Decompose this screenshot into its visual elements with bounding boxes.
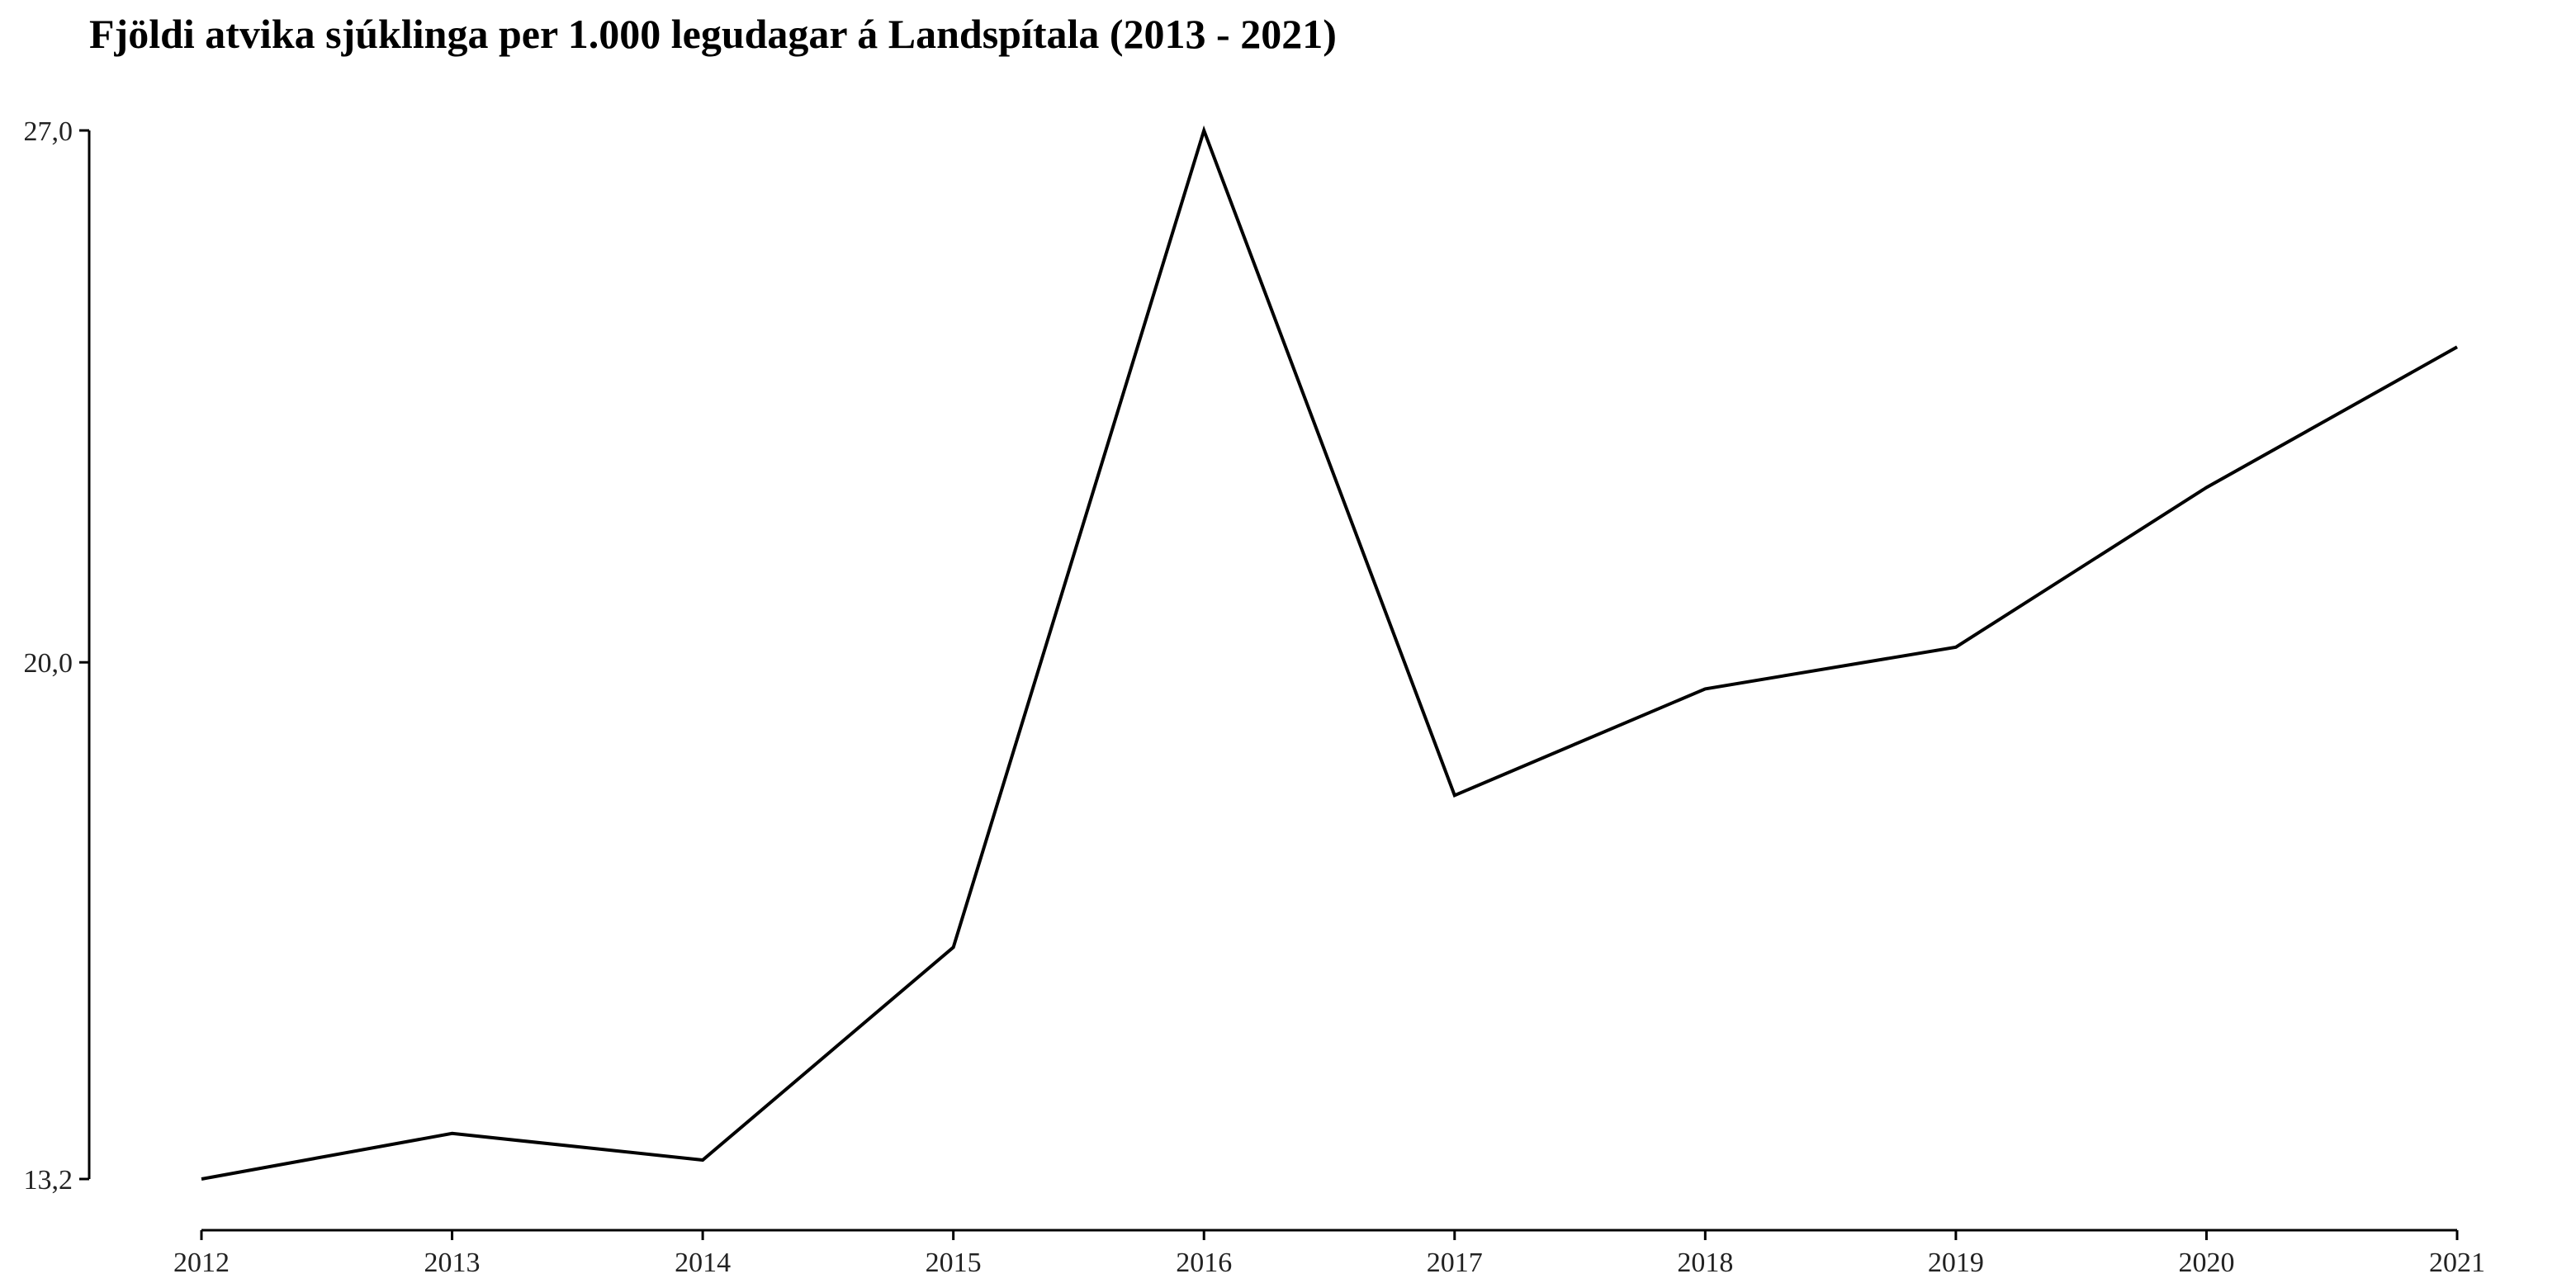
series-group <box>201 125 2458 1181</box>
series-line <box>201 125 2458 1181</box>
x-tick-label: 2019 <box>1928 1248 1984 1278</box>
x-tick-label: 2013 <box>424 1248 481 1278</box>
x-tick-label: 2012 <box>173 1248 230 1278</box>
x-tick-label: 2018 <box>1677 1248 1733 1278</box>
x-tick-label: 2015 <box>926 1248 982 1278</box>
x-axis-ticks: 2012 2013 2014 2015 2016 2017 2018 2019 2020 2021 <box>173 1230 2485 1278</box>
x-tick-label: 2017 <box>1427 1248 1483 1278</box>
x-tick-label: 2014 <box>675 1248 731 1278</box>
y-tick-label: 20,0 <box>24 648 73 679</box>
chart-title: Fjöldi atvika sjúklinga per 1.000 leguda… <box>89 11 1337 57</box>
y-tick-label: 13,2 <box>24 1165 73 1196</box>
x-tick-label: 2016 <box>1176 1248 1232 1278</box>
x-tick-label: 2020 <box>2178 1248 2234 1278</box>
y-axis-ticks: 13,2 20,0 27,0 <box>24 116 89 1196</box>
x-tick-label: 2021 <box>2429 1248 2485 1278</box>
y-tick-label: 27,0 <box>24 116 73 147</box>
